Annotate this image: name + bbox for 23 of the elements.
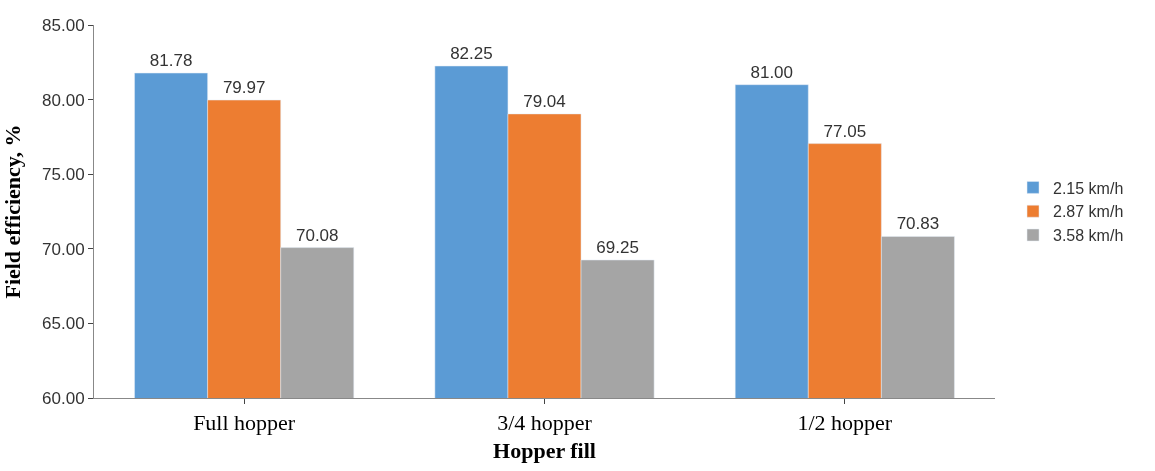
- y-tick-label: 80.00: [42, 90, 85, 110]
- data-label: 81.78: [149, 51, 193, 71]
- data-label: 77.05: [823, 121, 867, 141]
- data-label: 79.04: [523, 91, 566, 111]
- x-tick-label: Full hopper: [193, 410, 296, 436]
- legend-label: 3.58 km/h: [1053, 227, 1124, 245]
- data-label: 81.00: [750, 62, 794, 82]
- y-axis-title: Field efficiency, %: [0, 124, 25, 299]
- data-label: 70.08: [295, 225, 339, 245]
- y-tick-label: 65.00: [42, 314, 85, 334]
- data-label: 79.97: [222, 78, 266, 98]
- legend-label: 2.87 km/h: [1053, 203, 1124, 221]
- data-label: 82.25: [450, 44, 493, 64]
- x-axis-title: Hopper fill: [493, 438, 596, 464]
- x-tick-label: 1/2 hopper: [797, 410, 893, 436]
- y-tick-label: 70.00: [42, 239, 85, 259]
- data-label: 69.25: [596, 237, 639, 257]
- y-tick-label: 60.00: [42, 388, 85, 408]
- data-label: 70.83: [896, 214, 940, 234]
- y-tick-label: 85.00: [42, 15, 85, 35]
- x-tick-label: 3/4 hopper: [497, 410, 593, 436]
- legend-label: 2.15 km/h: [1053, 179, 1124, 197]
- y-tick-label: 75.00: [42, 165, 85, 185]
